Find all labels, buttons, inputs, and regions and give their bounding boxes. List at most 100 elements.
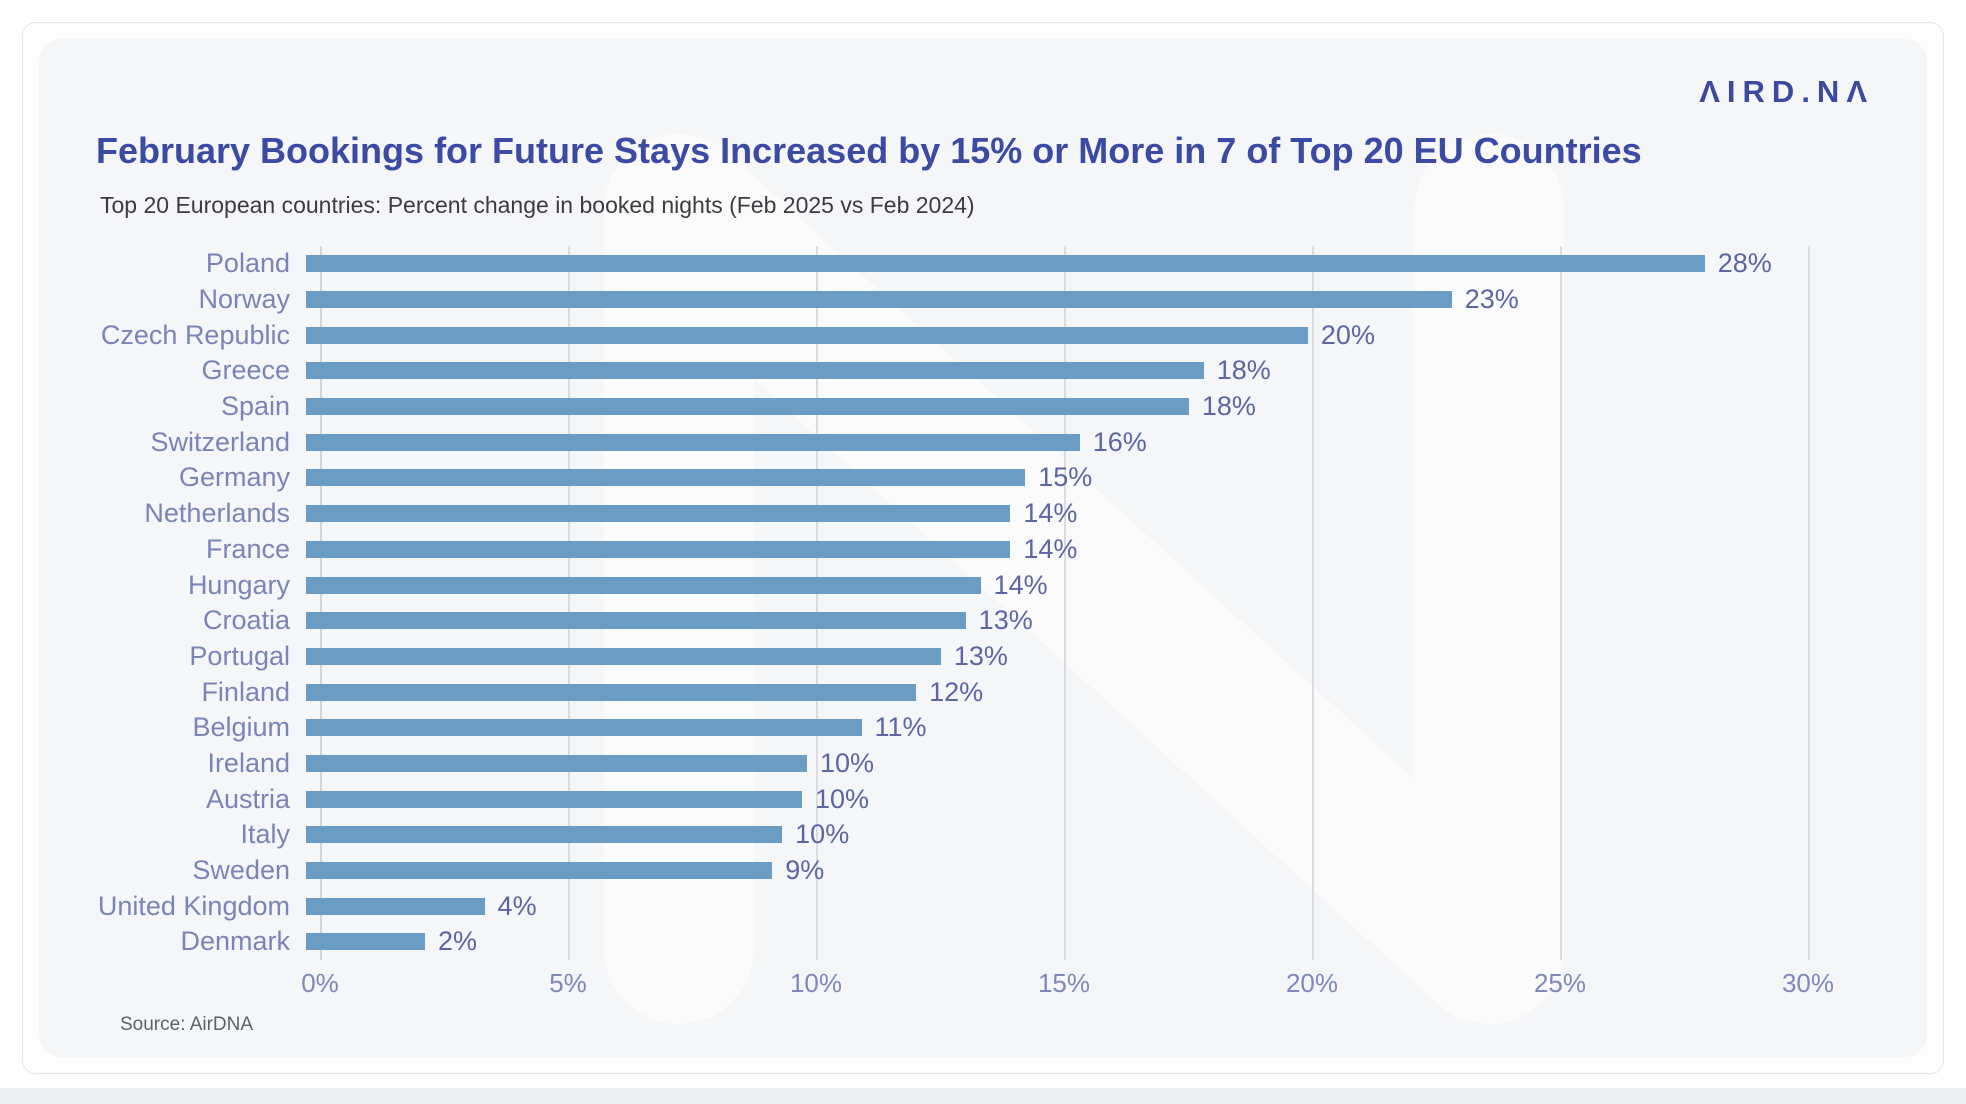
country-bar bbox=[306, 576, 981, 594]
plot-area: Poland 28% Norway 23% Czech Republic 20% Greec… bbox=[0, 246, 1966, 998]
chart-row: Portugal 13% bbox=[0, 639, 1966, 675]
chart-row: Austria 10% bbox=[0, 781, 1966, 817]
country-label: Netherlands bbox=[144, 498, 290, 529]
country-label: Sweden bbox=[192, 855, 290, 886]
country-bar bbox=[306, 291, 1452, 309]
country-label: Poland bbox=[205, 248, 290, 279]
chart-row: Germany 15% bbox=[0, 460, 1966, 496]
chart-subtitle: Top 20 European countries: Percent chang… bbox=[100, 192, 975, 218]
country-bar bbox=[306, 612, 966, 630]
airdna-logo: ΛIRD.NΛ bbox=[1699, 74, 1874, 109]
source-note: Source: AirDNA bbox=[120, 1014, 254, 1035]
country-label: Finland bbox=[201, 676, 290, 707]
country-label: United Kingdom bbox=[97, 890, 290, 921]
gridline bbox=[816, 246, 818, 960]
chart-row: Switzerland 16% bbox=[0, 424, 1966, 460]
country-bar bbox=[306, 754, 807, 772]
country-label: Italy bbox=[240, 819, 290, 850]
country-label: Czech Republic bbox=[100, 319, 290, 350]
chart-row: Denmark 2% bbox=[0, 924, 1966, 960]
country-bar bbox=[306, 826, 783, 844]
value-label: 14% bbox=[1023, 498, 1078, 529]
country-label: Switzerland bbox=[150, 426, 290, 457]
value-label: 9% bbox=[785, 855, 825, 886]
plot-rows: Poland 28% Norway 23% Czech Republic 20% Greec… bbox=[0, 246, 1966, 960]
country-bar bbox=[306, 933, 426, 951]
chart-row: Ireland 10% bbox=[0, 746, 1966, 782]
chart-row: Sweden 9% bbox=[0, 853, 1966, 889]
x-tick-label: 25% bbox=[1533, 968, 1587, 998]
country-label: Germany bbox=[178, 462, 290, 493]
chart-row: France 14% bbox=[0, 532, 1966, 568]
value-label: 20% bbox=[1320, 319, 1375, 350]
value-label: 10% bbox=[819, 747, 874, 778]
gridline bbox=[320, 246, 322, 960]
country-bar bbox=[306, 683, 917, 701]
country-bar bbox=[306, 897, 485, 915]
country-bar bbox=[306, 790, 802, 808]
country-bar bbox=[306, 255, 1705, 273]
value-label: 10% bbox=[795, 819, 850, 850]
value-label: 16% bbox=[1092, 426, 1147, 457]
country-bar bbox=[306, 540, 1011, 558]
country-bar bbox=[306, 505, 1011, 523]
chart-row: Czech Republic 20% bbox=[0, 317, 1966, 353]
value-label: 28% bbox=[1717, 248, 1772, 279]
country-label: Norway bbox=[198, 284, 290, 315]
value-label: 18% bbox=[1216, 355, 1271, 386]
gridline bbox=[1560, 246, 1562, 960]
value-label: 14% bbox=[1023, 533, 1078, 564]
chart-row: Spain 18% bbox=[0, 389, 1966, 425]
chart-row: Croatia 13% bbox=[0, 603, 1966, 639]
gridline bbox=[1808, 246, 1810, 960]
country-bar bbox=[306, 398, 1189, 416]
gridline bbox=[1312, 246, 1314, 960]
value-label: 18% bbox=[1201, 391, 1256, 422]
chart-row: Belgium 11% bbox=[0, 710, 1966, 746]
gridline bbox=[1064, 246, 1066, 960]
country-label: Croatia bbox=[202, 605, 290, 636]
x-tick-label: 5% bbox=[549, 968, 587, 998]
country-label: Denmark bbox=[180, 926, 290, 957]
country-bar bbox=[306, 362, 1204, 380]
country-bar bbox=[306, 719, 862, 737]
country-bar bbox=[306, 862, 773, 880]
chart-row: Poland 28% bbox=[0, 246, 1966, 282]
country-bar bbox=[306, 469, 1026, 487]
country-bar bbox=[306, 647, 941, 665]
country-label: France bbox=[205, 533, 290, 564]
gridline bbox=[568, 246, 570, 960]
x-tick-label: 30% bbox=[1781, 968, 1835, 998]
country-bar bbox=[306, 433, 1080, 451]
chart-row: Greece 18% bbox=[0, 353, 1966, 389]
country-label: Ireland bbox=[207, 747, 290, 778]
value-label: 14% bbox=[993, 569, 1048, 600]
chart-row: Netherlands 14% bbox=[0, 496, 1966, 532]
x-tick-label: 0% bbox=[301, 968, 339, 998]
country-bar bbox=[306, 326, 1308, 344]
x-tick-label: 20% bbox=[1285, 968, 1339, 998]
chart-row: Hungary 14% bbox=[0, 567, 1966, 603]
country-label: Austria bbox=[205, 783, 290, 814]
x-tick-label: 10% bbox=[789, 968, 843, 998]
value-label: 15% bbox=[1038, 462, 1093, 493]
value-label: 12% bbox=[929, 676, 984, 707]
value-label: 13% bbox=[978, 605, 1033, 636]
country-label: Belgium bbox=[192, 712, 290, 743]
value-label: 4% bbox=[497, 890, 537, 921]
x-tick-label: 15% bbox=[1037, 968, 1091, 998]
chart-row: Italy 10% bbox=[0, 817, 1966, 853]
bottom-strip bbox=[0, 1088, 1966, 1104]
country-label: Hungary bbox=[187, 569, 290, 600]
value-label: 13% bbox=[953, 640, 1008, 671]
value-label: 2% bbox=[438, 926, 478, 957]
country-label: Spain bbox=[220, 391, 290, 422]
chart-row: United Kingdom 4% bbox=[0, 888, 1966, 924]
chart-row: Finland 12% bbox=[0, 674, 1966, 710]
value-label: 11% bbox=[874, 712, 927, 743]
value-label: 10% bbox=[815, 783, 870, 814]
value-label: 23% bbox=[1464, 284, 1519, 315]
chart-row: Norway 23% bbox=[0, 282, 1966, 318]
country-label: Greece bbox=[201, 355, 290, 386]
